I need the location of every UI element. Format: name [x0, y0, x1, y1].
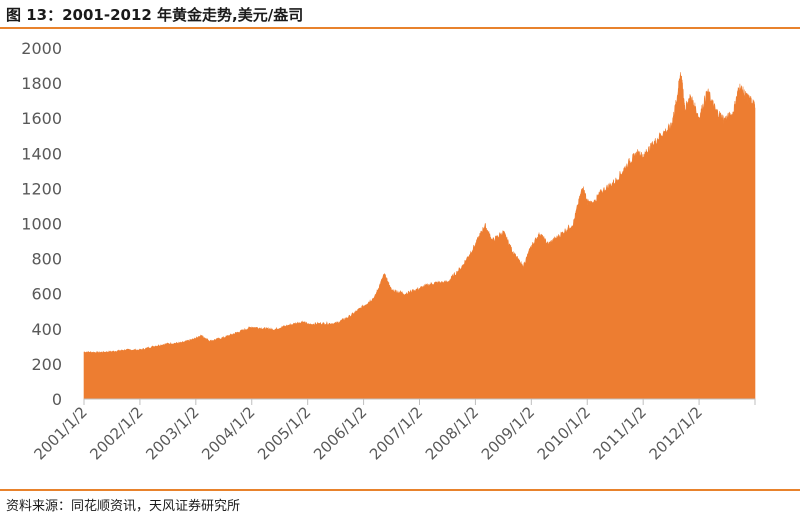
y-tick-label: 0: [52, 390, 62, 409]
gold-price-chart: 0 200 400 600 800 1000 1200 1400 1600 1800 2000 20…: [21, 39, 756, 463]
x-tick-label: 2010/1/2: [534, 403, 594, 463]
y-tick-label: 1400: [21, 144, 62, 163]
y-tick-label: 1600: [21, 109, 62, 128]
y-tick-label: 400: [31, 320, 62, 339]
bottom-rule: [0, 489, 800, 491]
x-tick-label: 2003/1/2: [142, 403, 202, 463]
y-tick-label: 2000: [21, 39, 62, 58]
y-tick-label: 1200: [21, 179, 62, 198]
x-tick-label: 2011/1/2: [590, 403, 650, 463]
x-axis: 2001/1/22002/1/22003/1/22004/1/22005/1/2…: [30, 399, 756, 463]
y-tick-label: 1000: [21, 215, 62, 234]
x-tick-label: 2012/1/2: [646, 403, 706, 463]
x-tick-label: 2006/1/2: [310, 403, 370, 463]
y-axis: 0 200 400 600 800 1000 1200 1400 1600 1800 2000: [21, 39, 62, 409]
figure-title: 图 13：2001-2012 年黄金走势,美元/盎司: [6, 6, 304, 24]
y-tick-label: 600: [31, 285, 62, 304]
x-tick-label: 2001/1/2: [30, 403, 90, 463]
y-tick-label: 1800: [21, 74, 62, 93]
x-tick-label: 2004/1/2: [198, 403, 258, 463]
y-tick-label: 200: [31, 355, 62, 374]
y-tick-label: 800: [31, 250, 62, 269]
x-tick-label: 2007/1/2: [366, 403, 426, 463]
gold-price-area: [83, 72, 756, 400]
x-tick-label: 2005/1/2: [254, 403, 314, 463]
source-note: 资料来源：同花顺资讯，天风证券研究所: [6, 499, 241, 514]
x-tick-label: 2002/1/2: [86, 403, 146, 463]
x-tick-label: 2008/1/2: [422, 403, 482, 463]
top-rule: [0, 27, 800, 29]
x-tick-label: 2009/1/2: [478, 403, 538, 463]
